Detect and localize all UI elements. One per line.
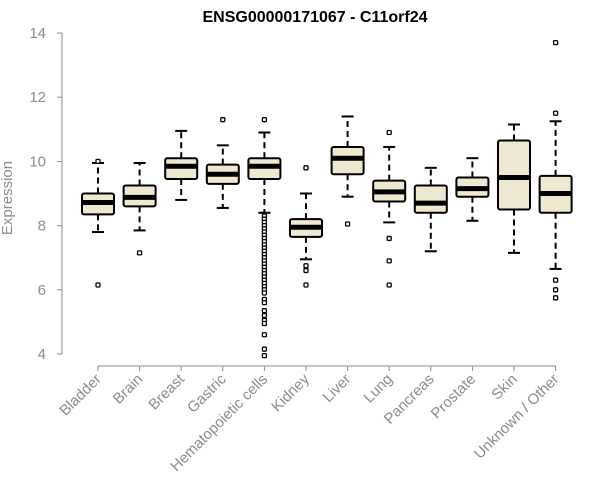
box-breast xyxy=(164,129,199,201)
y-axis-label: Expression xyxy=(0,161,16,235)
outlier-point xyxy=(95,158,101,165)
x-tick-label: Lung xyxy=(360,371,396,407)
outlier-point xyxy=(386,282,392,288)
box-pancreas xyxy=(413,166,448,253)
y-tick-label: 4 xyxy=(38,346,46,363)
outlier-point xyxy=(386,258,392,264)
box-gastric xyxy=(205,117,240,209)
outlier-point xyxy=(261,352,268,359)
y-axis-ticks: 4 6 8 10 12 14 xyxy=(29,25,62,363)
y-tick-label: 8 xyxy=(38,218,46,235)
x-tick-label: Liver xyxy=(319,371,354,406)
outlier-point xyxy=(261,320,268,327)
box-brain xyxy=(122,162,157,256)
box-iqr xyxy=(413,184,448,214)
outlier-point xyxy=(220,117,226,123)
y-tick-label: 14 xyxy=(29,25,46,42)
box-liver xyxy=(330,115,365,227)
y-tick-label: 12 xyxy=(29,89,46,106)
box-lung xyxy=(372,129,407,288)
x-tick-label: Prostate xyxy=(428,371,480,423)
y-tick-label: 10 xyxy=(29,153,46,170)
x-tick-label: Skin xyxy=(488,371,521,404)
outlier-point xyxy=(261,312,268,319)
outlier-point xyxy=(95,282,101,288)
outlier-point xyxy=(552,110,559,116)
outlier-point xyxy=(261,290,268,296)
outlier-point xyxy=(303,267,309,274)
outlier-point xyxy=(303,282,309,288)
outlier-point xyxy=(386,235,392,242)
box-prostate xyxy=(455,157,490,222)
outlier-point xyxy=(303,263,309,269)
box-kidney xyxy=(289,165,323,288)
x-tick-label: Kidney xyxy=(268,370,313,415)
outlier-point xyxy=(136,250,143,256)
box-unknown-other xyxy=(538,39,573,301)
outlier-point xyxy=(261,308,268,314)
y-tick-label: 6 xyxy=(38,282,46,299)
outlier-point xyxy=(386,129,392,136)
outlier-point xyxy=(261,332,268,338)
outlier-point xyxy=(344,221,351,227)
outlier-point xyxy=(303,165,309,171)
outlier-point xyxy=(552,287,559,293)
outlier-point xyxy=(261,346,268,352)
outlier-point xyxy=(552,295,559,301)
box-hematopoietic-cells xyxy=(247,117,282,359)
outlier-point xyxy=(261,117,268,123)
outlier-point xyxy=(552,277,559,283)
chart-title: ENSG00000171067 - C11orf24 xyxy=(202,9,427,26)
outlier-point xyxy=(552,39,559,46)
outlier-point xyxy=(261,299,268,306)
x-tick-label: Brain xyxy=(110,371,147,408)
box-series xyxy=(81,39,573,359)
x-tick-label: Breast xyxy=(145,370,188,413)
x-tick-label: Bladder xyxy=(56,371,105,420)
box-skin xyxy=(497,123,531,254)
box-bladder xyxy=(81,158,115,288)
